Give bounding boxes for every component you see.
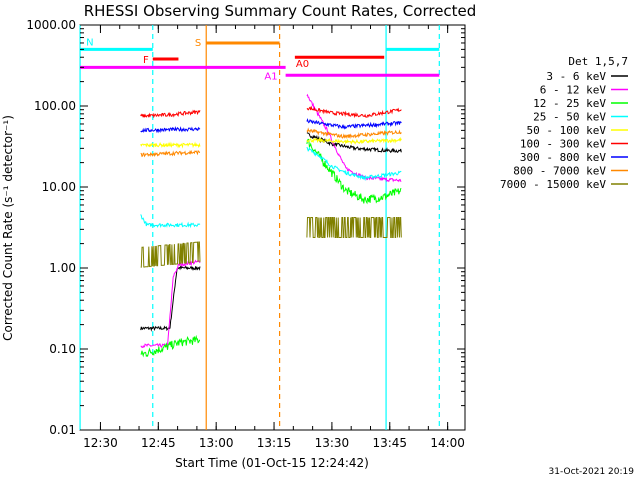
series-line bbox=[140, 126, 201, 134]
series-line bbox=[306, 217, 402, 238]
x-tick-label: 13:45 bbox=[372, 436, 407, 450]
y-tick-label: 0.01 bbox=[49, 423, 76, 437]
y-tick-label: 10.00 bbox=[42, 180, 76, 194]
series-line bbox=[306, 136, 402, 146]
series-group bbox=[140, 93, 402, 358]
legend-entry: 100 - 300 keV bbox=[520, 138, 606, 151]
flag-label: F bbox=[143, 55, 149, 66]
flag-label: S bbox=[195, 38, 201, 49]
series-line bbox=[306, 132, 402, 154]
x-tick-label: 13:15 bbox=[257, 436, 292, 450]
series-line bbox=[140, 334, 200, 358]
axis-ticks: 0.01 0.10 1.00 10.00 100.00 1000.00 12:30 12:45… bbox=[26, 18, 465, 450]
legend-title: Det 1,5,7 bbox=[568, 55, 628, 68]
x-tick-label: 13:30 bbox=[315, 436, 350, 450]
flag-label: A0 bbox=[296, 59, 309, 70]
x-tick-label: 14:00 bbox=[430, 436, 465, 450]
series-line bbox=[140, 259, 201, 349]
y-axis-label: Corrected Count Rate (s⁻¹ detector⁻¹) bbox=[1, 115, 15, 341]
legend-entry: 50 - 100 keV bbox=[527, 124, 607, 137]
x-tick-label: 12:30 bbox=[83, 436, 118, 450]
legend-entry: 800 - 7000 keV bbox=[513, 165, 606, 178]
series-line bbox=[306, 127, 402, 140]
legend-entry: 6 - 12 keV bbox=[540, 84, 607, 97]
series-line bbox=[140, 141, 201, 149]
series-line bbox=[306, 146, 402, 182]
series-line bbox=[306, 105, 402, 119]
flag-bars: N F S A0 A1 bbox=[80, 37, 440, 82]
x-tick-label: 12:45 bbox=[141, 436, 176, 450]
legend-entry: 25 - 50 keV bbox=[533, 111, 606, 124]
series-line bbox=[306, 138, 402, 205]
flag-label: N bbox=[86, 37, 93, 48]
flag-label: A1 bbox=[264, 71, 277, 82]
series-line bbox=[140, 149, 200, 158]
y-tick-label: 100.00 bbox=[34, 99, 76, 113]
legend-entry: 12 - 25 keV bbox=[533, 97, 606, 110]
series-line bbox=[140, 214, 201, 229]
time-markers bbox=[79, 25, 440, 430]
x-tick-label: 13:00 bbox=[199, 436, 234, 450]
timestamp: 31-Oct-2021 20:19 bbox=[549, 467, 635, 477]
series-line bbox=[140, 265, 201, 332]
legend-entry: 7000 - 15000 keV bbox=[500, 178, 606, 191]
y-tick-label: 1000.00 bbox=[26, 18, 76, 32]
legend-entry: 300 - 800 keV bbox=[520, 151, 606, 164]
plot-frame bbox=[79, 24, 466, 431]
y-tick-label: 0.10 bbox=[49, 342, 76, 356]
series-line bbox=[140, 109, 201, 119]
y-tick-label: 1.00 bbox=[49, 261, 76, 275]
chart-title: RHESSI Observing Summary Count Rates, Co… bbox=[84, 2, 477, 20]
series-line bbox=[306, 117, 402, 130]
series-line bbox=[140, 241, 201, 268]
x-axis-label: Start Time (01-Oct-15 12:24:42) bbox=[175, 456, 369, 470]
legend-entry: 3 - 6 keV bbox=[546, 70, 606, 83]
